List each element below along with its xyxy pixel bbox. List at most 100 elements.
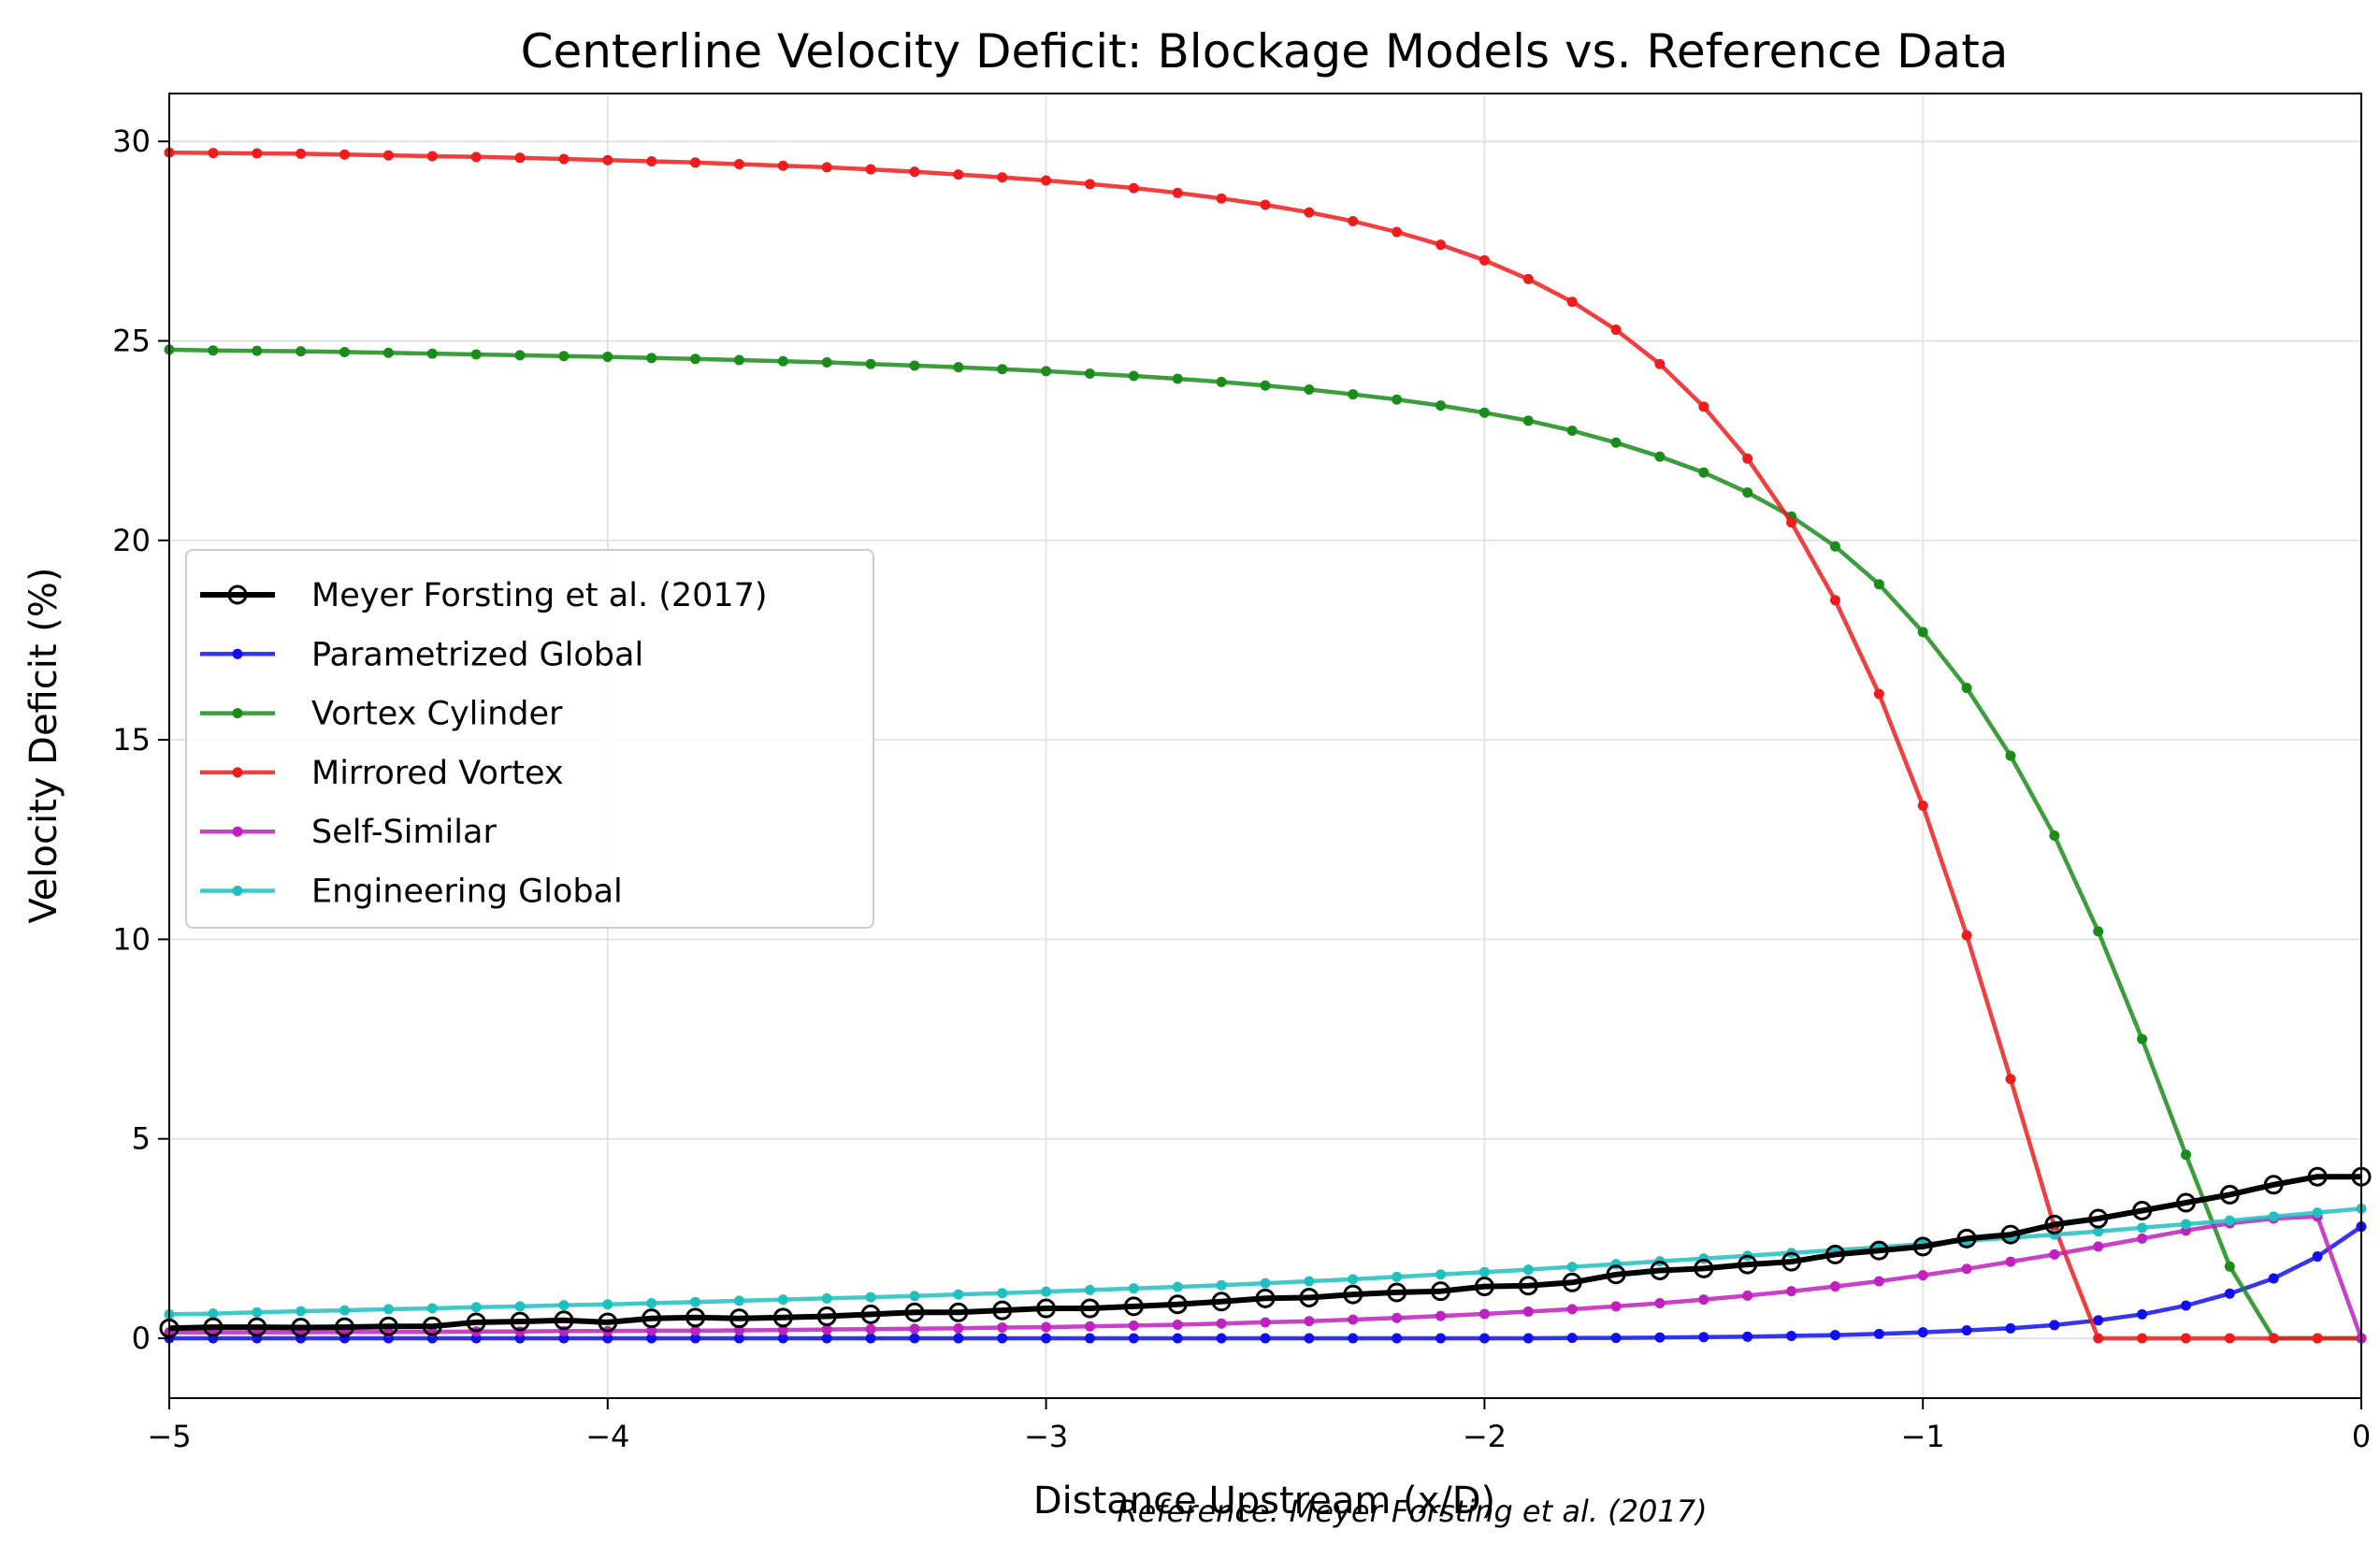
- data-point: [554, 1310, 574, 1331]
- data-point: [1435, 1310, 1447, 1321]
- x-tick-label: −3: [1024, 1419, 1068, 1454]
- data-point: [2263, 1175, 2284, 1195]
- data-point: [1566, 425, 1578, 436]
- data-point: [2093, 926, 2104, 937]
- data-point: [909, 360, 920, 371]
- data-point: [1522, 1264, 1534, 1276]
- grid: [168, 94, 2362, 1398]
- data-point: [865, 1292, 876, 1303]
- data-point: [821, 357, 832, 368]
- data-point: [1829, 595, 1840, 606]
- data-point: [953, 362, 964, 373]
- data-point: [1392, 394, 1403, 405]
- data-point: [1781, 1251, 1802, 1272]
- data-point: [2005, 1074, 2016, 1085]
- data-point: [1041, 1333, 1052, 1344]
- data-point: [378, 1316, 398, 1336]
- data-point: [1343, 1284, 1363, 1305]
- data-point: [1478, 254, 1490, 266]
- data-point: [208, 148, 219, 159]
- data-point: [865, 1323, 876, 1335]
- data-point: [1478, 1333, 1490, 1344]
- data-point: [865, 358, 876, 369]
- data-point: [1654, 1297, 1666, 1308]
- data-point: [1041, 366, 1052, 377]
- data-point: [2137, 1233, 2148, 1244]
- series-mirrored-vortex: [164, 147, 2367, 1344]
- data-point: [777, 1324, 788, 1335]
- data-point: [1917, 800, 1928, 811]
- data-point: [1431, 1281, 1451, 1302]
- data-point: [2219, 1184, 2240, 1205]
- data-point: [909, 1323, 920, 1335]
- data-point: [777, 355, 788, 367]
- data-point: [2049, 830, 2060, 841]
- data-point: [860, 1304, 881, 1324]
- data-point: [821, 162, 832, 173]
- data-point: [1036, 1298, 1057, 1319]
- data-point: [2137, 1222, 2148, 1234]
- data-point: [296, 346, 307, 357]
- data-point: [203, 1317, 224, 1337]
- data-point: [2312, 1207, 2323, 1219]
- data-point: [733, 354, 744, 366]
- data-point: [247, 1317, 267, 1337]
- data-point: [1392, 1333, 1403, 1344]
- data-point: [1742, 1331, 1753, 1342]
- data-point: [1917, 1270, 1928, 1281]
- data-point: [335, 1317, 355, 1337]
- y-tick-label: 10: [112, 921, 151, 957]
- data-point: [1956, 1228, 1977, 1249]
- data-point: [1304, 1276, 1315, 1287]
- data-point: [558, 1300, 570, 1311]
- data-point: [252, 1306, 263, 1318]
- data-point: [1216, 1318, 1227, 1329]
- data-point: [1299, 1287, 1320, 1307]
- data-point: [1216, 193, 1227, 204]
- data-point: [296, 148, 307, 159]
- y-tick-label: 20: [112, 523, 151, 558]
- data-point: [2180, 1149, 2191, 1161]
- data-point: [865, 164, 876, 175]
- legend-swatch-marker: [232, 708, 243, 719]
- data-point: [1167, 1294, 1188, 1315]
- x-tick-label: −2: [1463, 1419, 1507, 1454]
- data-point: [1829, 541, 1840, 552]
- data-point: [208, 1308, 219, 1320]
- data-point: [1873, 1276, 1884, 1287]
- data-point: [1128, 370, 1139, 382]
- legend-label: Engineering Global: [311, 873, 623, 911]
- data-point: [1610, 325, 1622, 336]
- data-point: [426, 1303, 438, 1314]
- data-point: [558, 351, 570, 362]
- data-point: [997, 364, 1008, 375]
- data-point: [1786, 1286, 1797, 1297]
- legend-label: Meyer Forsting et al. (2017): [311, 577, 768, 614]
- data-point: [997, 1288, 1008, 1299]
- data-point: [1128, 1333, 1139, 1344]
- y-tick-label: 25: [112, 323, 151, 358]
- x-tick-label: −5: [147, 1419, 191, 1454]
- data-point: [426, 348, 438, 359]
- data-point: [2093, 1241, 2104, 1252]
- data-point: [2137, 1033, 2148, 1045]
- data-point: [602, 154, 613, 166]
- data-point: [339, 1305, 351, 1316]
- data-point: [642, 1308, 662, 1329]
- data-point: [1172, 187, 1183, 198]
- legend-swatch-marker: [232, 826, 243, 837]
- data-point: [1304, 1333, 1315, 1344]
- data-point: [1079, 1298, 1100, 1319]
- data-point: [1348, 1274, 1359, 1285]
- data-point: [1917, 627, 1928, 638]
- data-point: [1873, 1328, 1884, 1339]
- data-point: [1478, 1308, 1490, 1320]
- series-meyer-forsting-et-al-2017: [159, 1166, 2372, 1338]
- data-point: [514, 1301, 526, 1312]
- data-point: [1216, 1279, 1227, 1291]
- data-point: [1698, 1332, 1709, 1343]
- data-point: [1172, 1320, 1183, 1331]
- data-point: [2005, 750, 2016, 761]
- data-point: [1123, 1296, 1144, 1317]
- data-point: [685, 1307, 706, 1328]
